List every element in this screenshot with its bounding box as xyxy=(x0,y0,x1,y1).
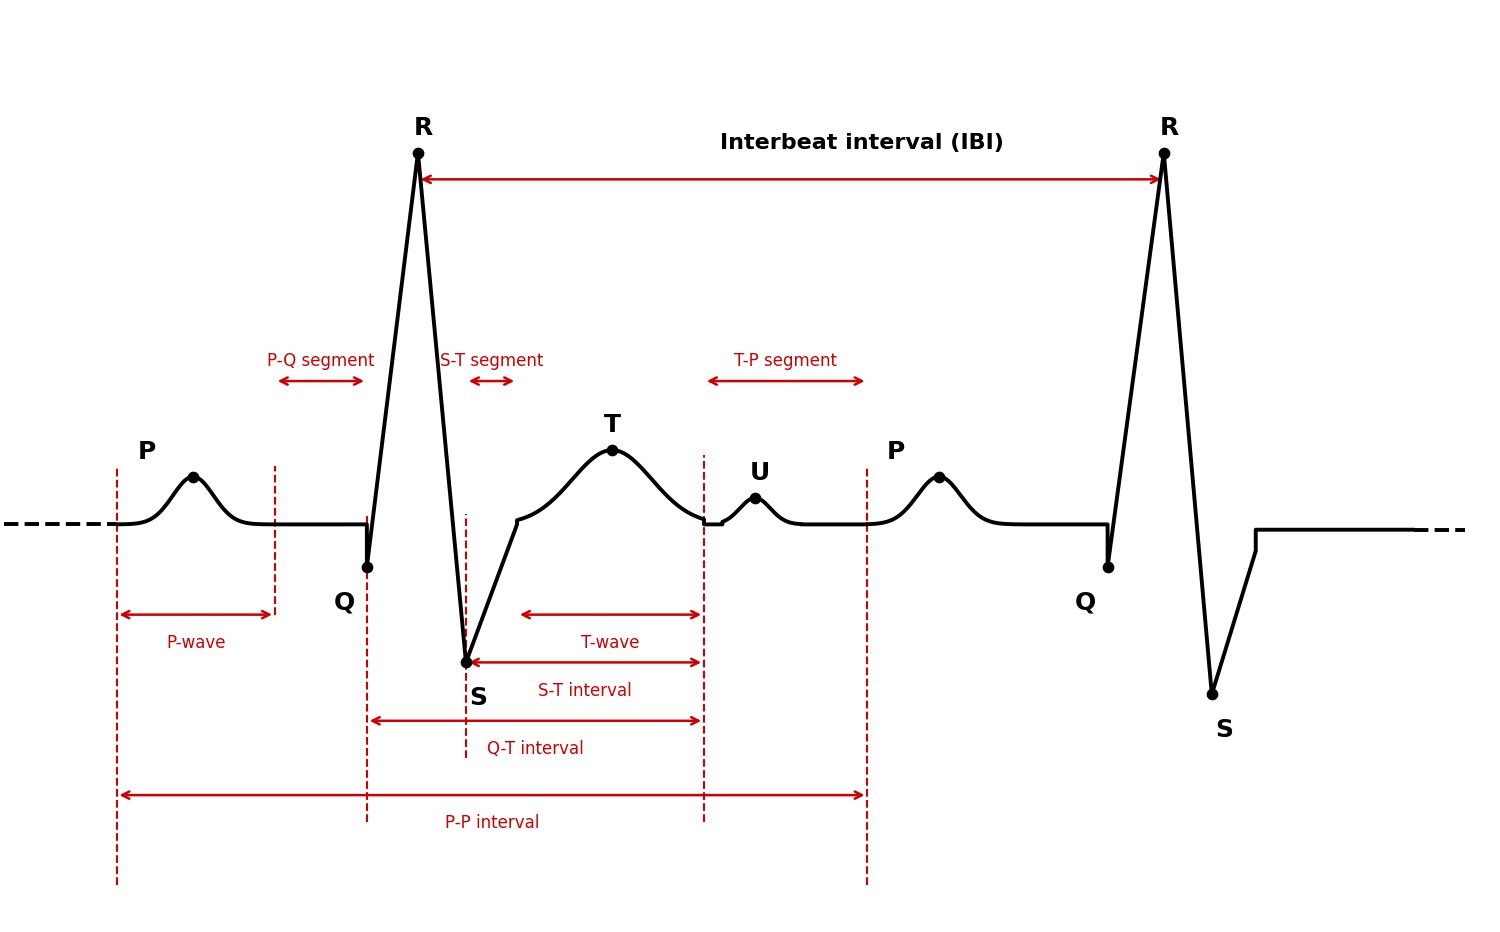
Text: S-T segment: S-T segment xyxy=(440,352,543,370)
Point xyxy=(600,443,624,458)
Text: P-Q segment: P-Q segment xyxy=(267,352,375,370)
Point xyxy=(1200,687,1224,702)
Text: T: T xyxy=(603,413,621,437)
Text: R: R xyxy=(414,116,432,140)
Text: P: P xyxy=(138,440,156,464)
Text: Q-T interval: Q-T interval xyxy=(488,740,584,758)
Point xyxy=(1095,559,1119,574)
Point xyxy=(406,145,430,160)
Text: R: R xyxy=(1160,116,1179,140)
Text: S-T interval: S-T interval xyxy=(538,681,632,700)
Point xyxy=(742,490,766,505)
Text: P: P xyxy=(886,440,904,464)
Text: S: S xyxy=(1215,718,1233,742)
Text: Q: Q xyxy=(334,590,356,614)
Text: P-wave: P-wave xyxy=(166,634,225,651)
Text: U: U xyxy=(750,461,771,486)
Point xyxy=(927,469,951,484)
Text: Interbeat interval (IBI): Interbeat interval (IBI) xyxy=(720,132,1005,153)
Point xyxy=(356,559,380,574)
Text: T-wave: T-wave xyxy=(582,634,640,651)
Point xyxy=(1152,145,1176,160)
Point xyxy=(182,469,206,484)
Text: Q: Q xyxy=(1074,590,1095,614)
Text: T-P segment: T-P segment xyxy=(735,352,837,370)
Text: P-P interval: P-P interval xyxy=(446,815,538,832)
Text: S: S xyxy=(470,686,488,710)
Point xyxy=(454,655,478,670)
